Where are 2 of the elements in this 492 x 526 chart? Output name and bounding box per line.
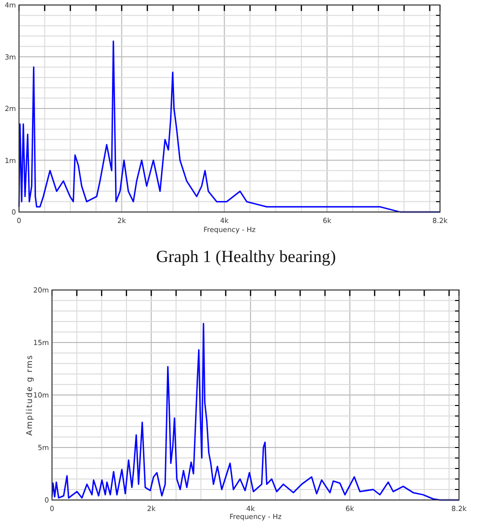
y-axis-title: Amplitude g rms (25, 354, 34, 436)
caption: Graph 1 (Healthy bearing) (156, 247, 336, 266)
